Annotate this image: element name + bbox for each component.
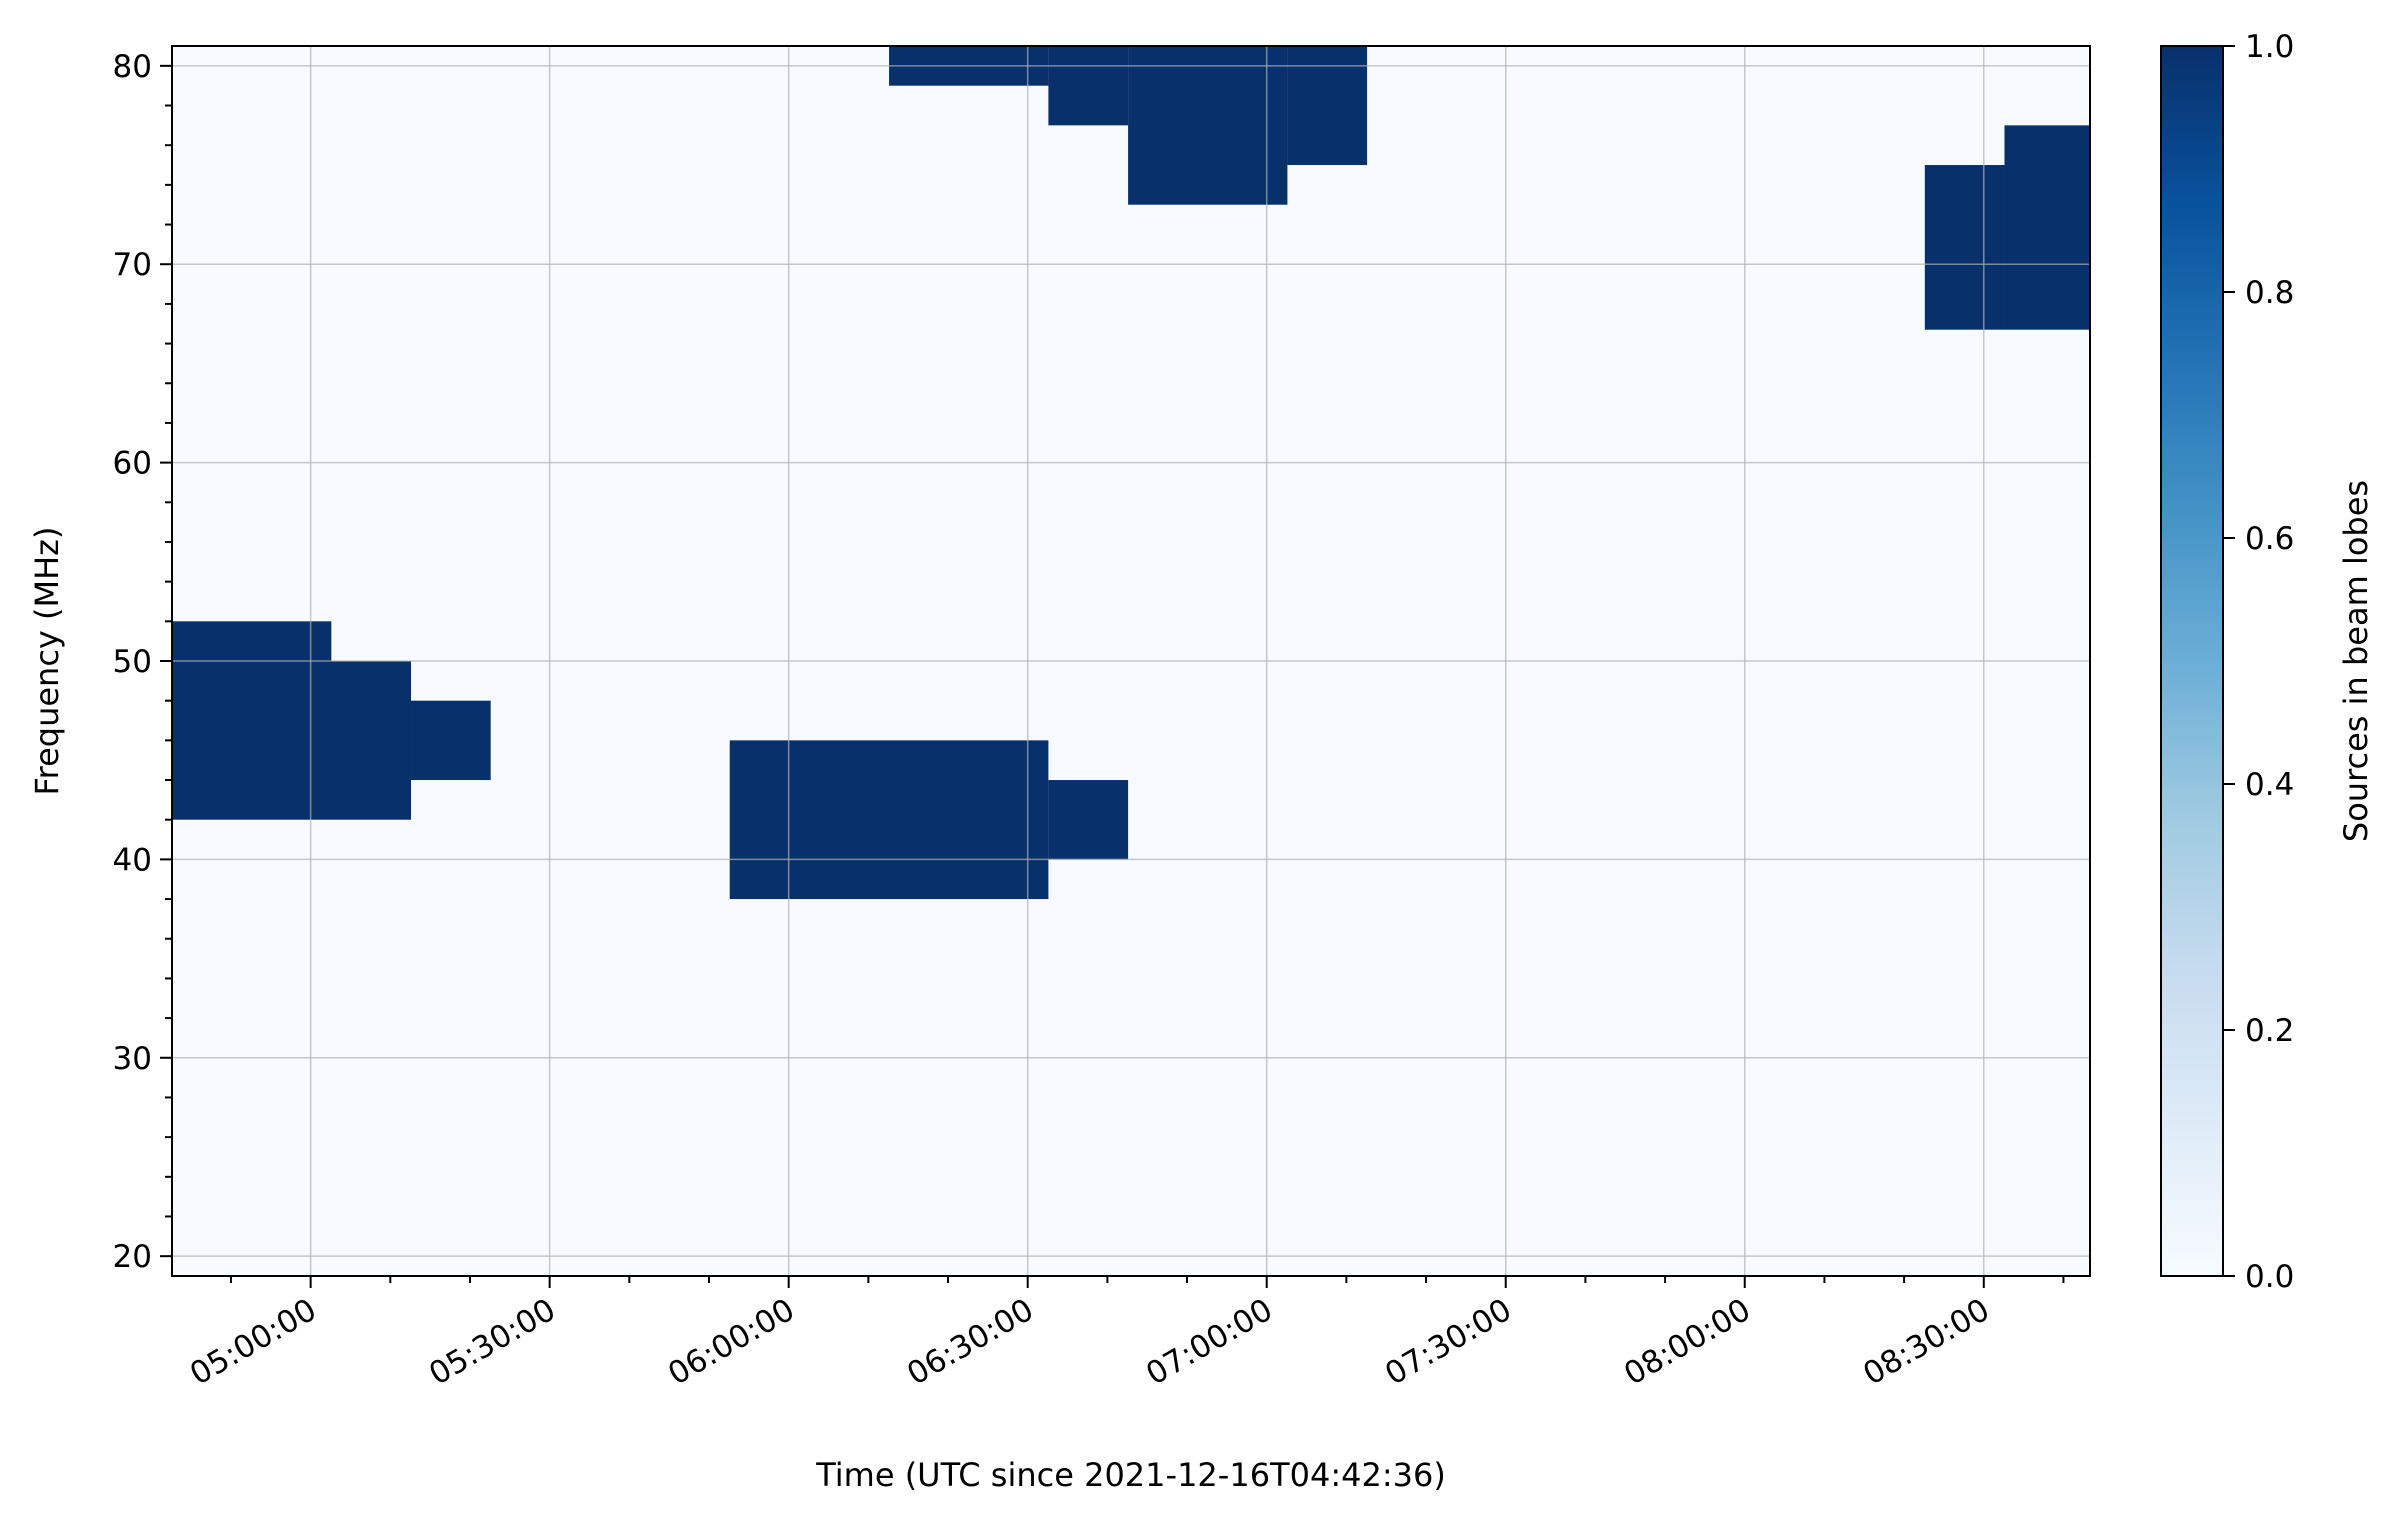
- x-tick-label: 08:30:00: [1857, 1292, 1996, 1393]
- y-tick-label: 30: [113, 1041, 152, 1077]
- colorbar-tick-label: 0.2: [2245, 1013, 2294, 1049]
- heatmap-cell-9: [1924, 165, 2005, 330]
- heatmap-cell-6: [1048, 46, 1129, 126]
- colorbar-label: Sources in beam lobes: [2337, 480, 2375, 842]
- heatmap-cell-2: [411, 700, 491, 781]
- colorbar: [2160, 45, 2224, 1277]
- y-tick-label: 60: [113, 446, 152, 482]
- y-tick-label: 40: [113, 842, 152, 878]
- y-tick-label: 80: [113, 49, 152, 85]
- x-tick-label: 06:00:00: [662, 1292, 801, 1393]
- heatmap-cell-0: [172, 621, 332, 661]
- x-tick-label: 05:00:00: [184, 1292, 323, 1393]
- heatmap-cells: [172, 46, 2090, 900]
- colorbar-tick-label: 1.0: [2245, 29, 2294, 65]
- heatmap-cell-8: [1287, 46, 1368, 166]
- grid-lines: [172, 46, 2090, 1276]
- y-axis-label: Frequency (MHz): [28, 527, 66, 796]
- heatmap-cell-4: [1048, 780, 1129, 860]
- colorbar-tick-label: 0.4: [2245, 767, 2294, 803]
- heatmap-cell-10: [2004, 125, 2090, 330]
- y-tick-label: 20: [113, 1239, 152, 1275]
- colorbar-ticks: 0.0 0.2 0.4 0.6 0.8 1.0: [2223, 29, 2294, 1295]
- x-tick-label: 07:00:00: [1140, 1292, 1279, 1393]
- heatmap-cell-1: [172, 661, 412, 820]
- x-tick-label: 05:30:00: [423, 1292, 562, 1393]
- y-axis: 20 30 40 50 60 70 80: [113, 49, 172, 1275]
- x-tick-label: 07:30:00: [1379, 1292, 1518, 1393]
- colorbar-tick-label: 0.0: [2245, 1259, 2294, 1295]
- x-axis: 05:00:00 05:30:00 06:00:00 06:30:00 07:00:00…: [184, 1276, 2065, 1393]
- colorbar-tick-label: 0.6: [2245, 521, 2294, 557]
- colorbar-tick-label: 0.8: [2245, 275, 2294, 311]
- heatmap-cell-3: [729, 740, 1049, 900]
- y-tick-label: 50: [113, 644, 152, 680]
- x-axis-label: Time (UTC since 2021-12-16T04:42:36): [815, 1456, 1446, 1494]
- x-tick-label: 08:00:00: [1618, 1292, 1757, 1393]
- heatmap-cell-7: [1128, 46, 1288, 205]
- y-tick-label: 70: [113, 247, 152, 283]
- x-tick-label: 06:30:00: [901, 1292, 1040, 1393]
